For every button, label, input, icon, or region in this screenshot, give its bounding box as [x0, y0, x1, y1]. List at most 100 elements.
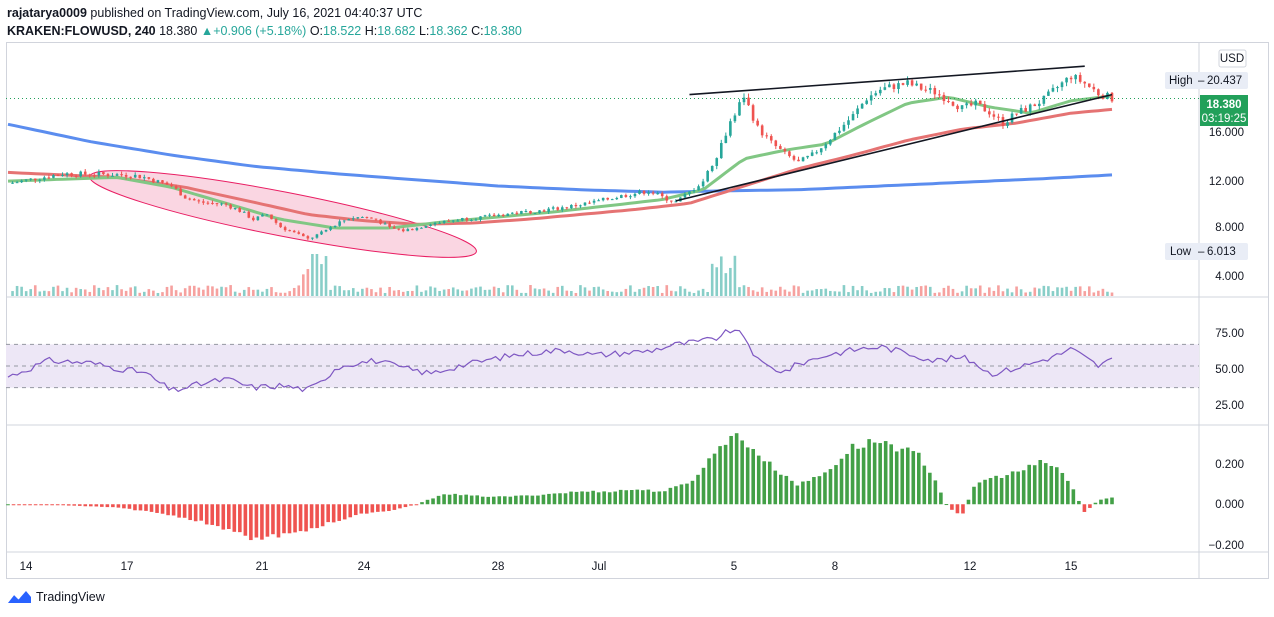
candle-body — [901, 83, 905, 85]
time-label-5: 5 — [731, 561, 737, 573]
close-value: 18.380 — [483, 24, 522, 38]
volume-bar — [1033, 287, 1037, 296]
macd-bar — [668, 487, 673, 505]
volume-bar — [960, 291, 964, 296]
volume-bar — [938, 292, 941, 296]
macd-bar — [403, 504, 408, 508]
macd-bar — [889, 444, 893, 505]
volume-bar — [283, 292, 287, 296]
candle-body — [592, 200, 596, 203]
macd-bar — [1005, 475, 1009, 505]
macd-bar — [381, 504, 386, 512]
macd-bar — [547, 493, 551, 505]
volume-bar — [192, 285, 196, 296]
candle-body — [61, 175, 64, 177]
macd-bar — [1104, 498, 1109, 505]
candle-body — [565, 207, 569, 209]
macd-axis[interactable]: 0.200 0.000 −0.200 — [1209, 459, 1245, 552]
symbol-label[interactable]: KRAKEN:FLOWUSD, 240 — [7, 24, 156, 38]
candle-body — [747, 97, 750, 106]
volume-bar — [1001, 291, 1005, 296]
macd-bar — [326, 504, 330, 523]
candle-body — [629, 196, 632, 198]
macd-bar — [569, 491, 573, 505]
volume-bar — [1028, 291, 1032, 296]
macd-bar — [94, 504, 99, 507]
volume-bar — [329, 289, 332, 296]
candle-body — [774, 140, 778, 147]
macd-bar — [679, 484, 684, 505]
candle-body — [47, 177, 51, 179]
price-change: ▲+0.906 (+5.18%) — [200, 24, 307, 38]
volume-bar — [520, 292, 523, 296]
trendlines[interactable] — [675, 65, 1113, 202]
volume-bar — [111, 290, 114, 296]
currency-label: USD — [1220, 53, 1244, 65]
candle-body — [93, 175, 96, 177]
candle-body — [683, 194, 687, 198]
rsi-tick-25: 25.00 — [1215, 400, 1244, 412]
macd-bar — [304, 504, 308, 532]
macd-bar — [342, 504, 347, 520]
tradingview-logo[interactable]: TradingView — [6, 590, 105, 604]
candle-body — [265, 214, 269, 216]
price-axis[interactable]: USD High – 20.437 18.380 03:19:25 16.000… — [1165, 49, 1248, 283]
volume-bar — [202, 289, 205, 296]
candle-body — [783, 148, 787, 152]
volume-bar — [38, 291, 42, 296]
volume-bar — [365, 287, 369, 296]
macd-bar — [723, 444, 728, 505]
volume-bar — [983, 292, 987, 296]
volume-bar — [461, 290, 464, 296]
candle-body — [347, 219, 351, 221]
volume-bar — [133, 286, 137, 296]
macd-bar — [850, 443, 855, 505]
candle-body — [615, 197, 619, 200]
volume-bar — [392, 290, 396, 296]
rsi-axis[interactable]: 75.00 50.00 25.00 — [1215, 328, 1244, 412]
candle-body — [865, 100, 868, 104]
candle-body — [965, 103, 968, 106]
candle-body — [279, 222, 282, 228]
candle-body — [856, 108, 859, 115]
volume-bar — [592, 287, 596, 296]
volume-bar — [470, 288, 473, 296]
current-price-badge — [1200, 95, 1248, 126]
volume-bar — [438, 290, 441, 296]
author-name[interactable]: rajatarya0009 — [7, 6, 87, 20]
volume-bar — [824, 288, 828, 296]
candle-body — [938, 94, 941, 96]
publish-line: rajatarya0009 published on TradingView.c… — [7, 4, 522, 22]
candle-body — [788, 151, 791, 157]
volume-bar — [388, 286, 391, 296]
time-axis[interactable]: 14 17 21 24 28 Jul 5 8 12 15 — [20, 561, 1078, 573]
volume-bar — [1038, 288, 1041, 296]
volume-bar — [819, 289, 823, 296]
descending-channel-ellipse[interactable] — [85, 155, 480, 273]
macd-bar — [293, 504, 297, 533]
volume-bar — [542, 288, 546, 296]
candle-body — [420, 227, 423, 229]
currency-badge[interactable] — [1218, 49, 1247, 68]
macd-bar — [812, 477, 816, 505]
chart-frame[interactable] — [6, 42, 1269, 579]
macd-bar — [900, 448, 905, 505]
price-tick-16: 16.000 — [1209, 127, 1244, 139]
candle-body — [547, 208, 550, 212]
candle-body — [102, 172, 105, 175]
volume-bar — [1065, 286, 1068, 296]
macd-bar — [503, 496, 507, 505]
macd-bar — [193, 504, 198, 522]
macd-bar — [122, 504, 126, 509]
volume-bar — [70, 292, 73, 296]
candle-body — [524, 210, 528, 212]
volume-bar — [129, 287, 132, 296]
volume-bar — [501, 292, 505, 296]
volume-bar — [79, 289, 82, 296]
candle-body — [33, 178, 37, 181]
macd-bar — [376, 504, 380, 512]
macd-bar — [767, 461, 772, 505]
lower-trendline — [675, 93, 1113, 202]
candle-body — [620, 195, 623, 198]
